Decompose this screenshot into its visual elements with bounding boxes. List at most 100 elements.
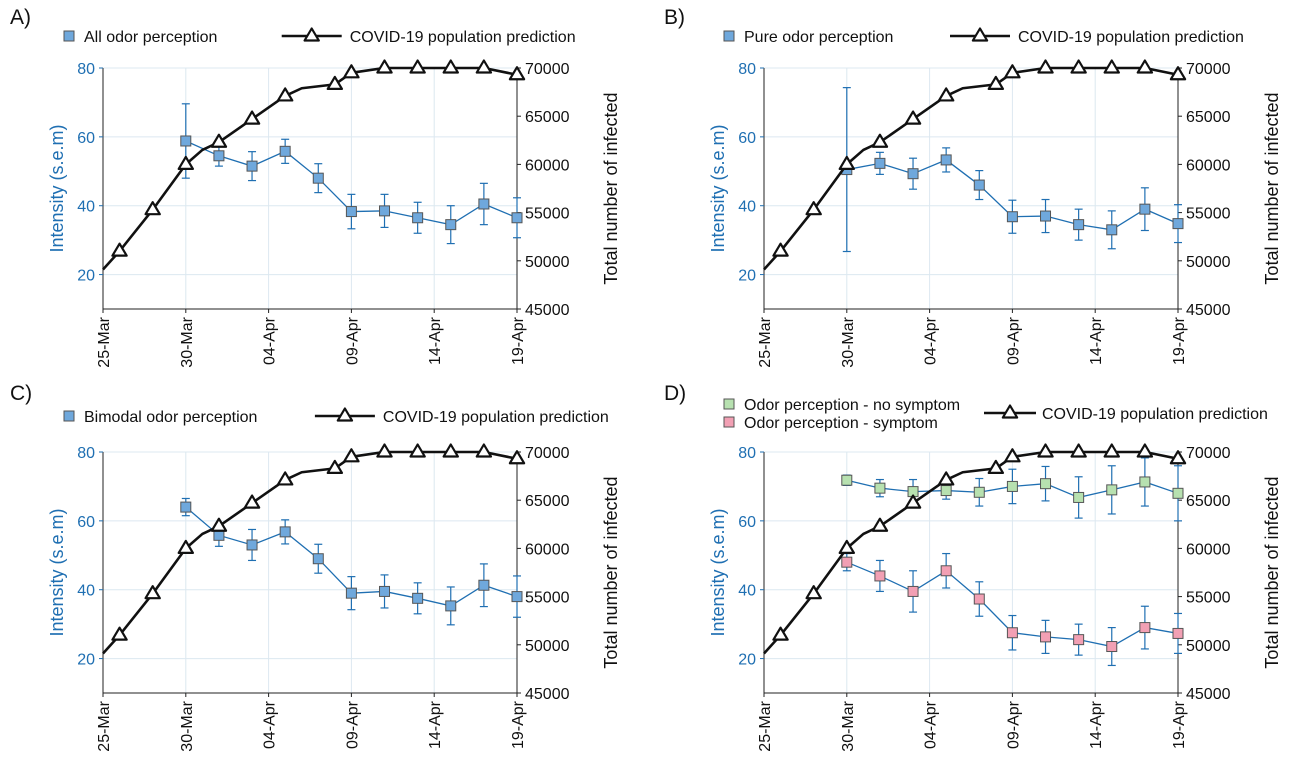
data-point — [1106, 224, 1118, 236]
data-point — [1172, 487, 1184, 499]
x-tick-label: 30-Mar — [179, 700, 196, 751]
data-point — [1172, 218, 1184, 230]
x-tick-label: 30-Mar — [179, 316, 196, 367]
data-point — [973, 486, 985, 498]
covid-point — [1070, 59, 1087, 74]
covid-point — [243, 494, 261, 509]
covid-point — [376, 59, 393, 74]
covid-point — [937, 87, 955, 102]
right-tick-label: 65000 — [1186, 109, 1231, 126]
left-tick-label: 80 — [738, 61, 756, 78]
legend-label: COVID-19 population prediction — [1042, 406, 1268, 423]
covid-point — [987, 75, 1005, 90]
data-point — [412, 592, 424, 604]
data-point — [445, 219, 457, 231]
right-tick-label: 65000 — [1186, 493, 1231, 510]
data-point — [345, 206, 357, 218]
data-point — [1040, 478, 1052, 490]
legend-label: Odor perception - no symptom — [744, 397, 960, 414]
x-tick-label: 25-Mar — [96, 316, 113, 367]
intensity-series-1 — [841, 87, 1184, 253]
data-point — [1073, 491, 1085, 503]
covid-point — [508, 66, 526, 81]
intensity-series-2 — [841, 552, 1184, 667]
y-axis-label-left: Intensity (s.e.m) — [47, 124, 67, 252]
covid-point — [1136, 59, 1154, 74]
covid-point — [838, 155, 856, 170]
left-tick-label: 60 — [738, 130, 756, 147]
data-point — [907, 585, 919, 597]
legend-marker — [971, 27, 989, 42]
covid-point — [177, 539, 195, 555]
right-tick-label: 65000 — [525, 109, 570, 126]
x-tick-label: 04-Apr — [923, 700, 940, 749]
x-tick-label: 25-Mar — [757, 316, 774, 367]
x-tick-label: 19-Apr — [510, 316, 527, 365]
x-tick-label: 09-Apr — [344, 700, 361, 749]
data-point — [279, 526, 291, 538]
data-point — [213, 150, 225, 162]
covid-point — [1004, 448, 1021, 463]
covid-point — [772, 626, 789, 641]
data-point — [279, 145, 291, 157]
left-tick-label: 60 — [738, 514, 756, 531]
right-tick-label: 55000 — [1186, 590, 1231, 607]
x-tick-label: 09-Apr — [1005, 700, 1022, 749]
covid-point — [144, 585, 161, 600]
data-point — [874, 570, 886, 582]
left-tick-label: 80 — [738, 445, 756, 462]
x-tick-label: 14-Apr — [1088, 316, 1105, 365]
right-tick-label: 50000 — [525, 254, 570, 271]
x-tick-label: 25-Mar — [757, 700, 774, 751]
x-tick-label: 09-Apr — [344, 316, 361, 365]
legend-marker — [1001, 404, 1019, 419]
right-tick-label: 60000 — [1186, 157, 1231, 174]
panel-label: D) — [664, 382, 686, 405]
left-tick-label: 40 — [738, 199, 756, 216]
x-tick-label: 30-Mar — [840, 316, 857, 367]
y-axis-label-left: Intensity (s.e.m) — [47, 508, 67, 636]
y-axis-label-right: Total number of infected — [1262, 92, 1282, 284]
legend: All odor perception COVID-19 population p… — [63, 27, 576, 46]
legend-marker — [723, 30, 735, 42]
covid-point — [1070, 443, 1087, 458]
data-point — [345, 587, 357, 599]
covid-point — [442, 443, 459, 458]
left-tick-label: 60 — [77, 514, 95, 531]
legend-marker — [723, 416, 735, 428]
x-tick-label: 09-Apr — [1005, 316, 1022, 365]
covid-point — [111, 242, 128, 257]
left-tick-label: 20 — [77, 268, 95, 285]
right-tick-label: 60000 — [525, 541, 570, 558]
covid-point — [772, 242, 789, 257]
x-tick-label: 14-Apr — [427, 316, 444, 365]
covid-point — [987, 459, 1005, 474]
data-point — [1106, 641, 1118, 653]
data-point — [478, 579, 490, 591]
x-tick-label: 25-Mar — [96, 700, 113, 751]
left-tick-label: 80 — [77, 61, 95, 78]
data-point — [180, 135, 192, 147]
data-point — [841, 474, 853, 486]
chart-panel-d: D) 20 40 60 80 45000 50000 55000 60000 65000 70000… — [664, 382, 1282, 752]
covid-point — [904, 494, 922, 509]
right-tick-label: 55000 — [525, 206, 570, 223]
covid-point — [276, 471, 294, 486]
legend-marker — [723, 398, 735, 410]
data-point — [1139, 622, 1151, 634]
data-point — [1139, 476, 1151, 488]
panel-label: A) — [10, 6, 31, 29]
y-axis-label-right: Total number of infected — [1262, 476, 1282, 668]
covid-point — [937, 471, 955, 486]
right-tick-label: 55000 — [525, 590, 570, 607]
covid-point — [326, 459, 344, 474]
left-tick-label: 80 — [77, 445, 95, 462]
covid-point — [508, 450, 526, 465]
data-point — [1106, 484, 1118, 496]
covid-line — [102, 66, 518, 271]
right-tick-label: 50000 — [525, 638, 570, 655]
legend-label: All odor perception — [84, 29, 217, 46]
data-point — [478, 198, 490, 210]
